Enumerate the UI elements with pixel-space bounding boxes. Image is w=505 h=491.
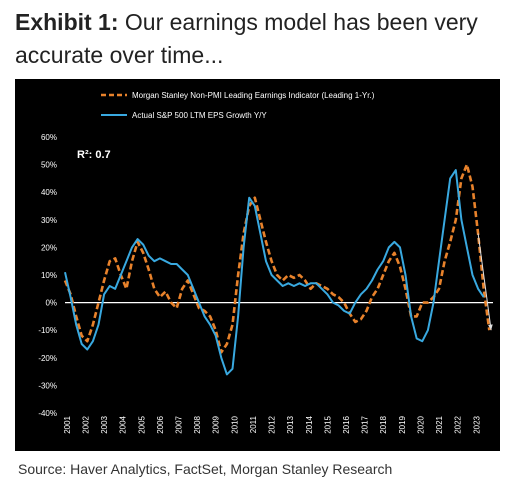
exhibit-headline: Our earnings model has been very accurat…	[15, 9, 478, 68]
x-tick-label: 2009	[212, 415, 221, 433]
x-tick-label: 2023	[472, 415, 481, 433]
trend-arrow	[477, 233, 492, 331]
legend-actual-eps-label: Actual S&P 500 LTM EPS Growth Y/Y	[132, 111, 267, 120]
x-tick-label: 2014	[305, 415, 314, 433]
exhibit-title: Exhibit 1: Our earnings model has been v…	[15, 6, 500, 72]
y-tick-label: 20%	[41, 243, 57, 252]
y-tick-label: -10%	[38, 326, 57, 335]
y-tick-label: -40%	[38, 409, 57, 418]
x-tick-label: 2005	[137, 415, 146, 433]
y-tick-label: 40%	[41, 188, 57, 197]
r-squared-annotation: R²: 0.7	[77, 149, 111, 161]
x-tick-label: 2012	[268, 415, 277, 433]
exhibit-label: Exhibit 1:	[15, 9, 119, 35]
y-tick-label: -20%	[38, 354, 57, 363]
x-tick-label: 2004	[119, 415, 128, 433]
y-tick-label: 50%	[41, 161, 57, 170]
x-tick-label: 2011	[249, 415, 258, 433]
trend-arrow-head	[488, 324, 493, 331]
x-tick-label: 2016	[342, 415, 351, 433]
line-chart: 60% 50% 40% 30% 20% 10% 0% -10% -20% -30% -40% 2001…	[38, 91, 493, 434]
y-tick-label: -30%	[38, 381, 57, 390]
x-tick-label: 2019	[398, 415, 407, 433]
x-tick-label: 2013	[286, 415, 295, 433]
chart-panel: 60% 50% 40% 30% 20% 10% 0% -10% -20% -30% -40% 2001…	[15, 79, 500, 451]
y-tick-label: 30%	[41, 216, 57, 225]
x-tick-label: 2021	[435, 415, 444, 433]
source-note: Source: Haver Analytics, FactSet, Morgan…	[18, 461, 393, 477]
x-tick-label: 2020	[416, 415, 425, 433]
x-tick-label: 2018	[379, 415, 388, 433]
x-tick-label: 2010	[230, 415, 239, 433]
y-tick-label: 60%	[41, 133, 57, 142]
legend-leading-indicator-label: Morgan Stanley Non-PMI Leading Earnings …	[132, 91, 375, 100]
actual-eps-line	[64, 169, 485, 376]
x-tick-label: 2022	[454, 415, 463, 433]
y-tick-label: 0%	[45, 299, 57, 308]
x-tick-label: 2008	[193, 415, 202, 433]
y-tick-label: 10%	[41, 271, 57, 280]
x-tick-label: 2002	[81, 415, 90, 433]
x-tick-label: 2007	[175, 415, 184, 433]
leading-indicator-line	[63, 163, 491, 354]
x-tick-label: 2015	[323, 415, 332, 433]
x-tick-label: 2003	[100, 415, 109, 433]
x-tick-label: 2001	[63, 415, 72, 433]
x-tick-label: 2017	[361, 415, 370, 433]
x-tick-label: 2006	[156, 415, 165, 433]
